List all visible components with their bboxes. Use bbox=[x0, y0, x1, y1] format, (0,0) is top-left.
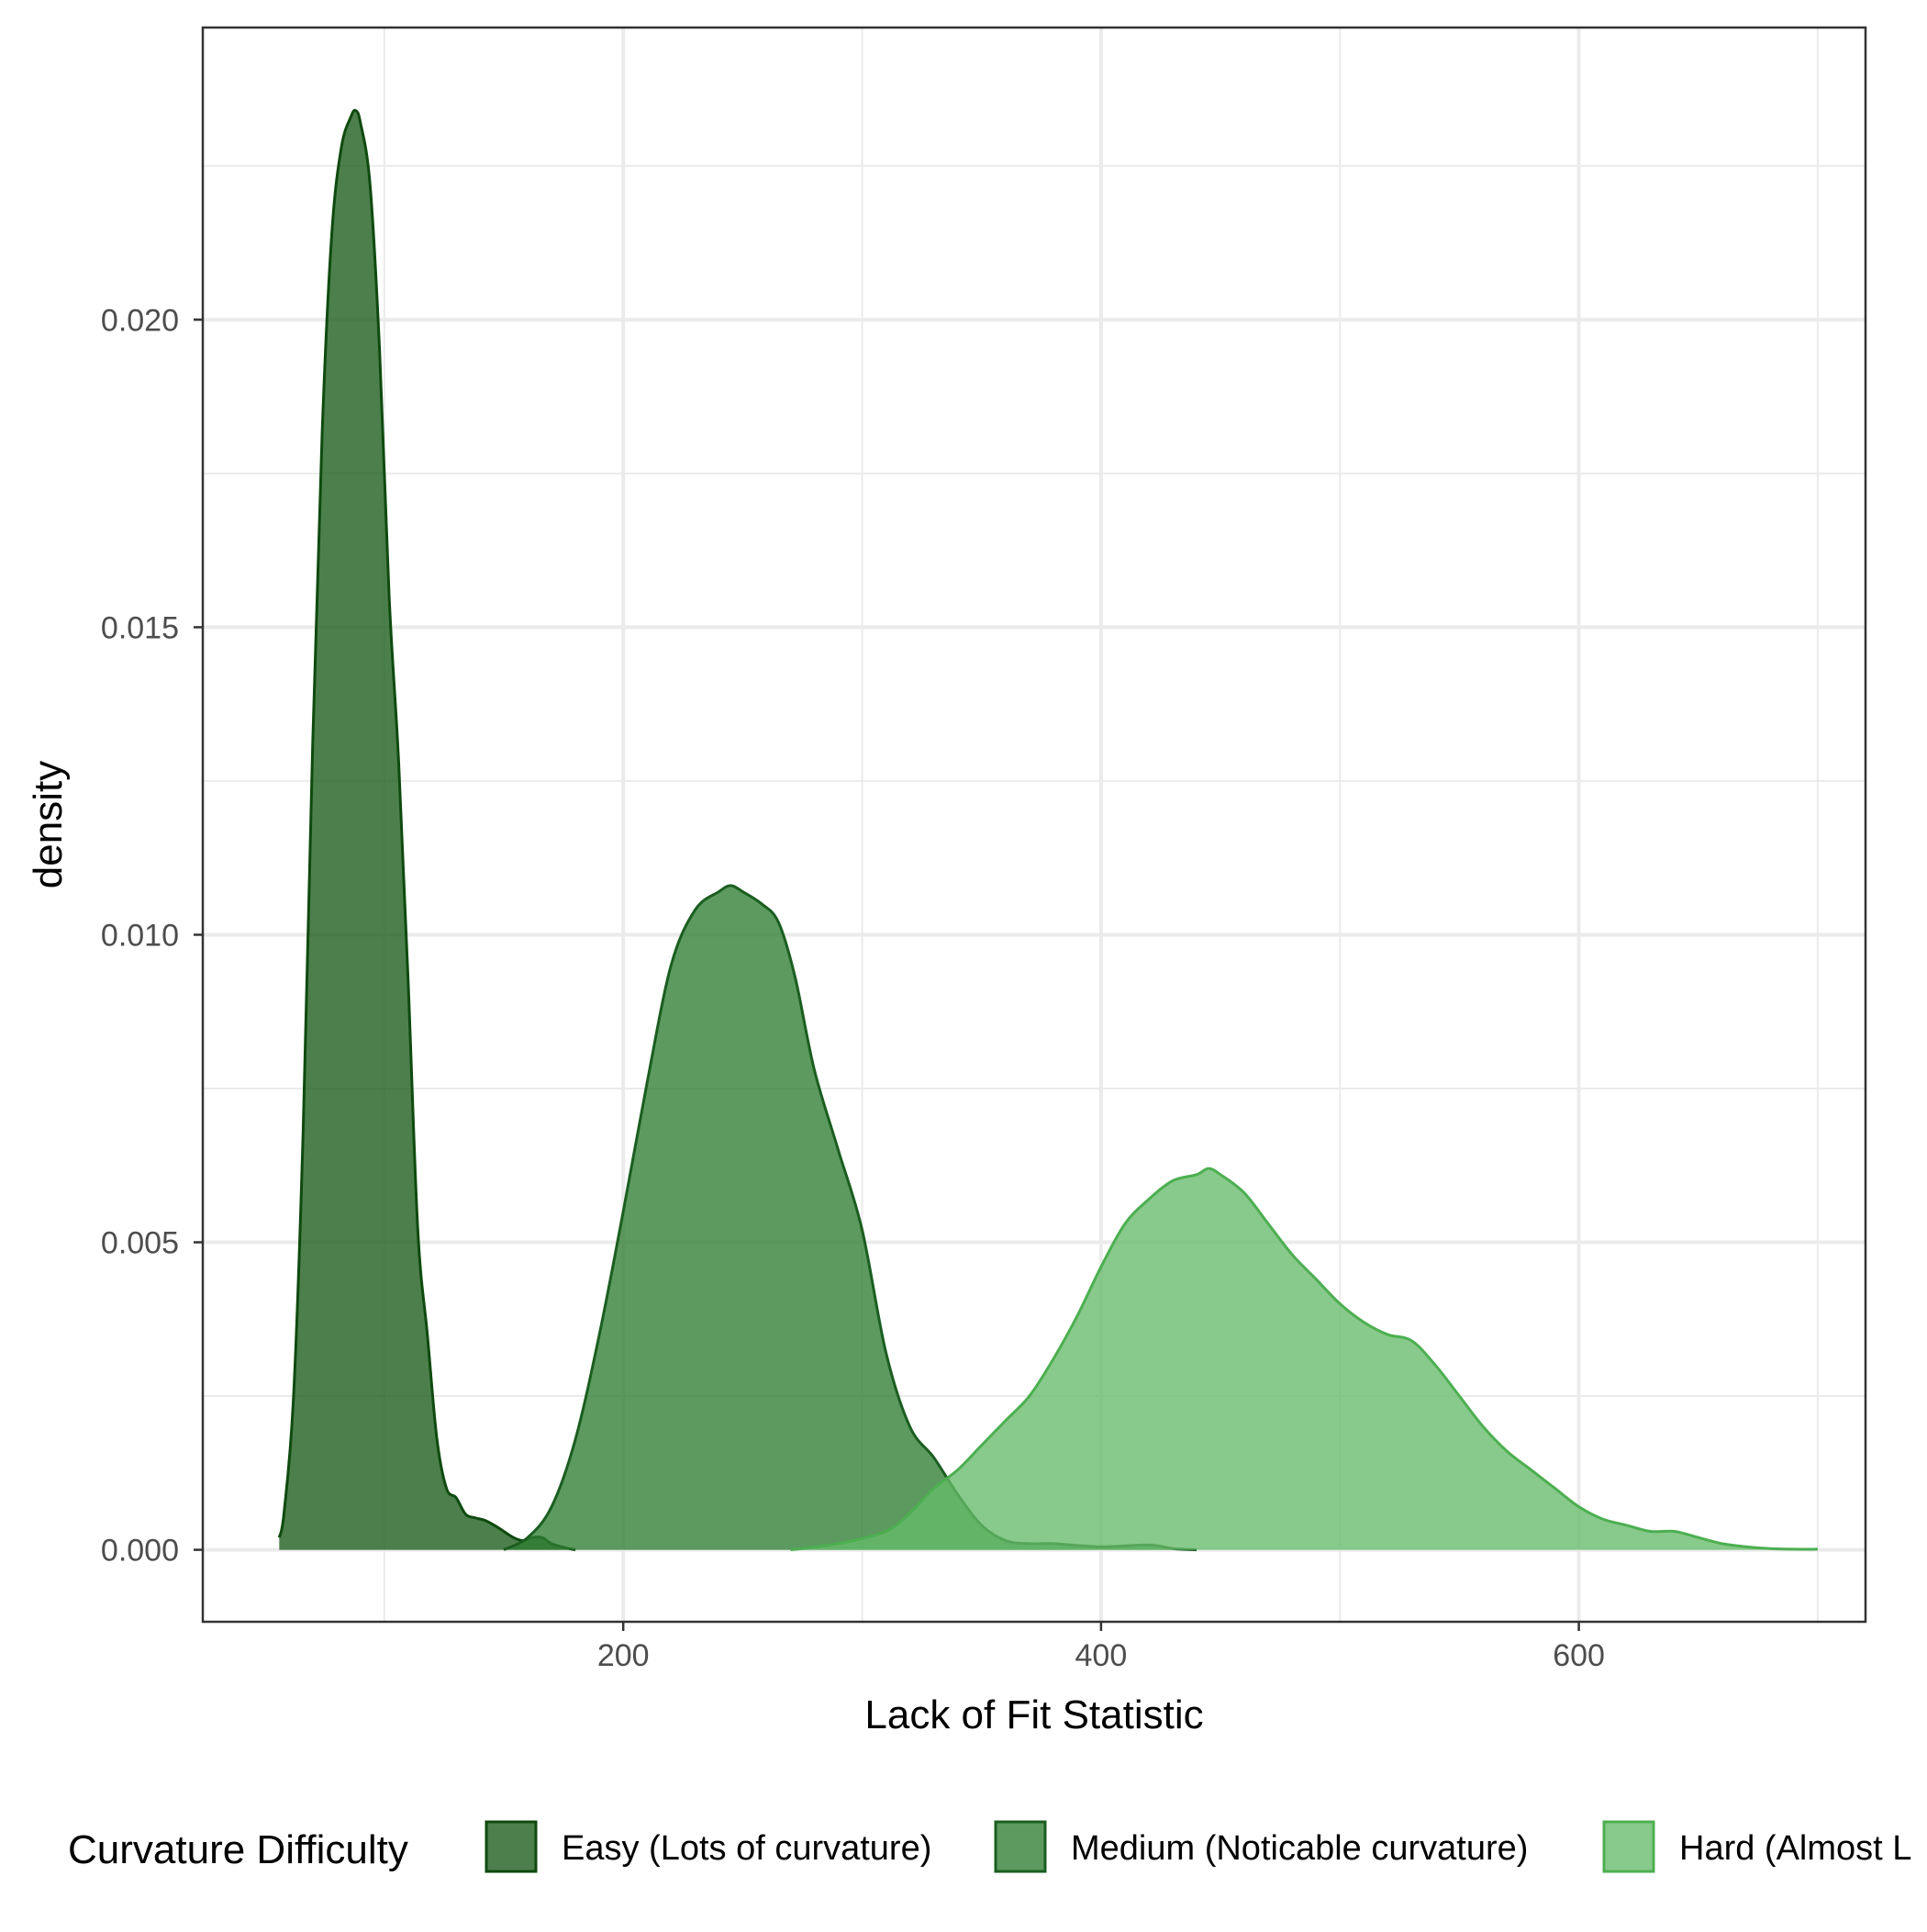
legend-key-easy bbox=[485, 1820, 538, 1873]
density-line-hard bbox=[790, 1167, 1818, 1552]
y-tick-label: 0.015 bbox=[101, 610, 179, 645]
density-line-easy bbox=[277, 108, 576, 1552]
y-axis-title: density bbox=[26, 761, 71, 888]
legend-label-hard: Hard (Almost L bbox=[1679, 1829, 1911, 1868]
y-axis-ticks: 0.000 0.005 0.010 0.015 0.020 bbox=[101, 303, 203, 1569]
y-tick-label: 0.020 bbox=[101, 303, 179, 338]
x-tick-label: 200 bbox=[597, 1638, 650, 1673]
density-areas bbox=[277, 108, 1818, 1552]
density-area-medium bbox=[504, 885, 1197, 1550]
legend-title: Curvature Difficulty bbox=[68, 1827, 408, 1872]
x-axis-title: Lack of Fit Statistic bbox=[864, 1692, 1203, 1737]
legend: Curvature Difficulty Easy (Lots of curva… bbox=[68, 1820, 1911, 1873]
y-tick-label: 0.010 bbox=[101, 918, 179, 953]
legend-key-medium bbox=[994, 1820, 1047, 1873]
x-tick-label: 600 bbox=[1553, 1638, 1605, 1673]
y-tick-label: 0.005 bbox=[101, 1226, 179, 1261]
y-tick-label: 0.000 bbox=[101, 1534, 179, 1569]
density-area-hard bbox=[790, 1168, 1818, 1550]
x-tick-label: 400 bbox=[1075, 1638, 1128, 1673]
legend-label-easy: Easy (Lots of curvature) bbox=[562, 1829, 931, 1868]
panel-border bbox=[201, 26, 1867, 1624]
legend-label-medium: Medium (Noticable curvature) bbox=[1071, 1829, 1528, 1868]
density-area-easy bbox=[279, 110, 576, 1550]
legend-key-hard bbox=[1602, 1820, 1655, 1873]
x-axis-ticks: 200 400 600 bbox=[597, 1622, 1605, 1673]
